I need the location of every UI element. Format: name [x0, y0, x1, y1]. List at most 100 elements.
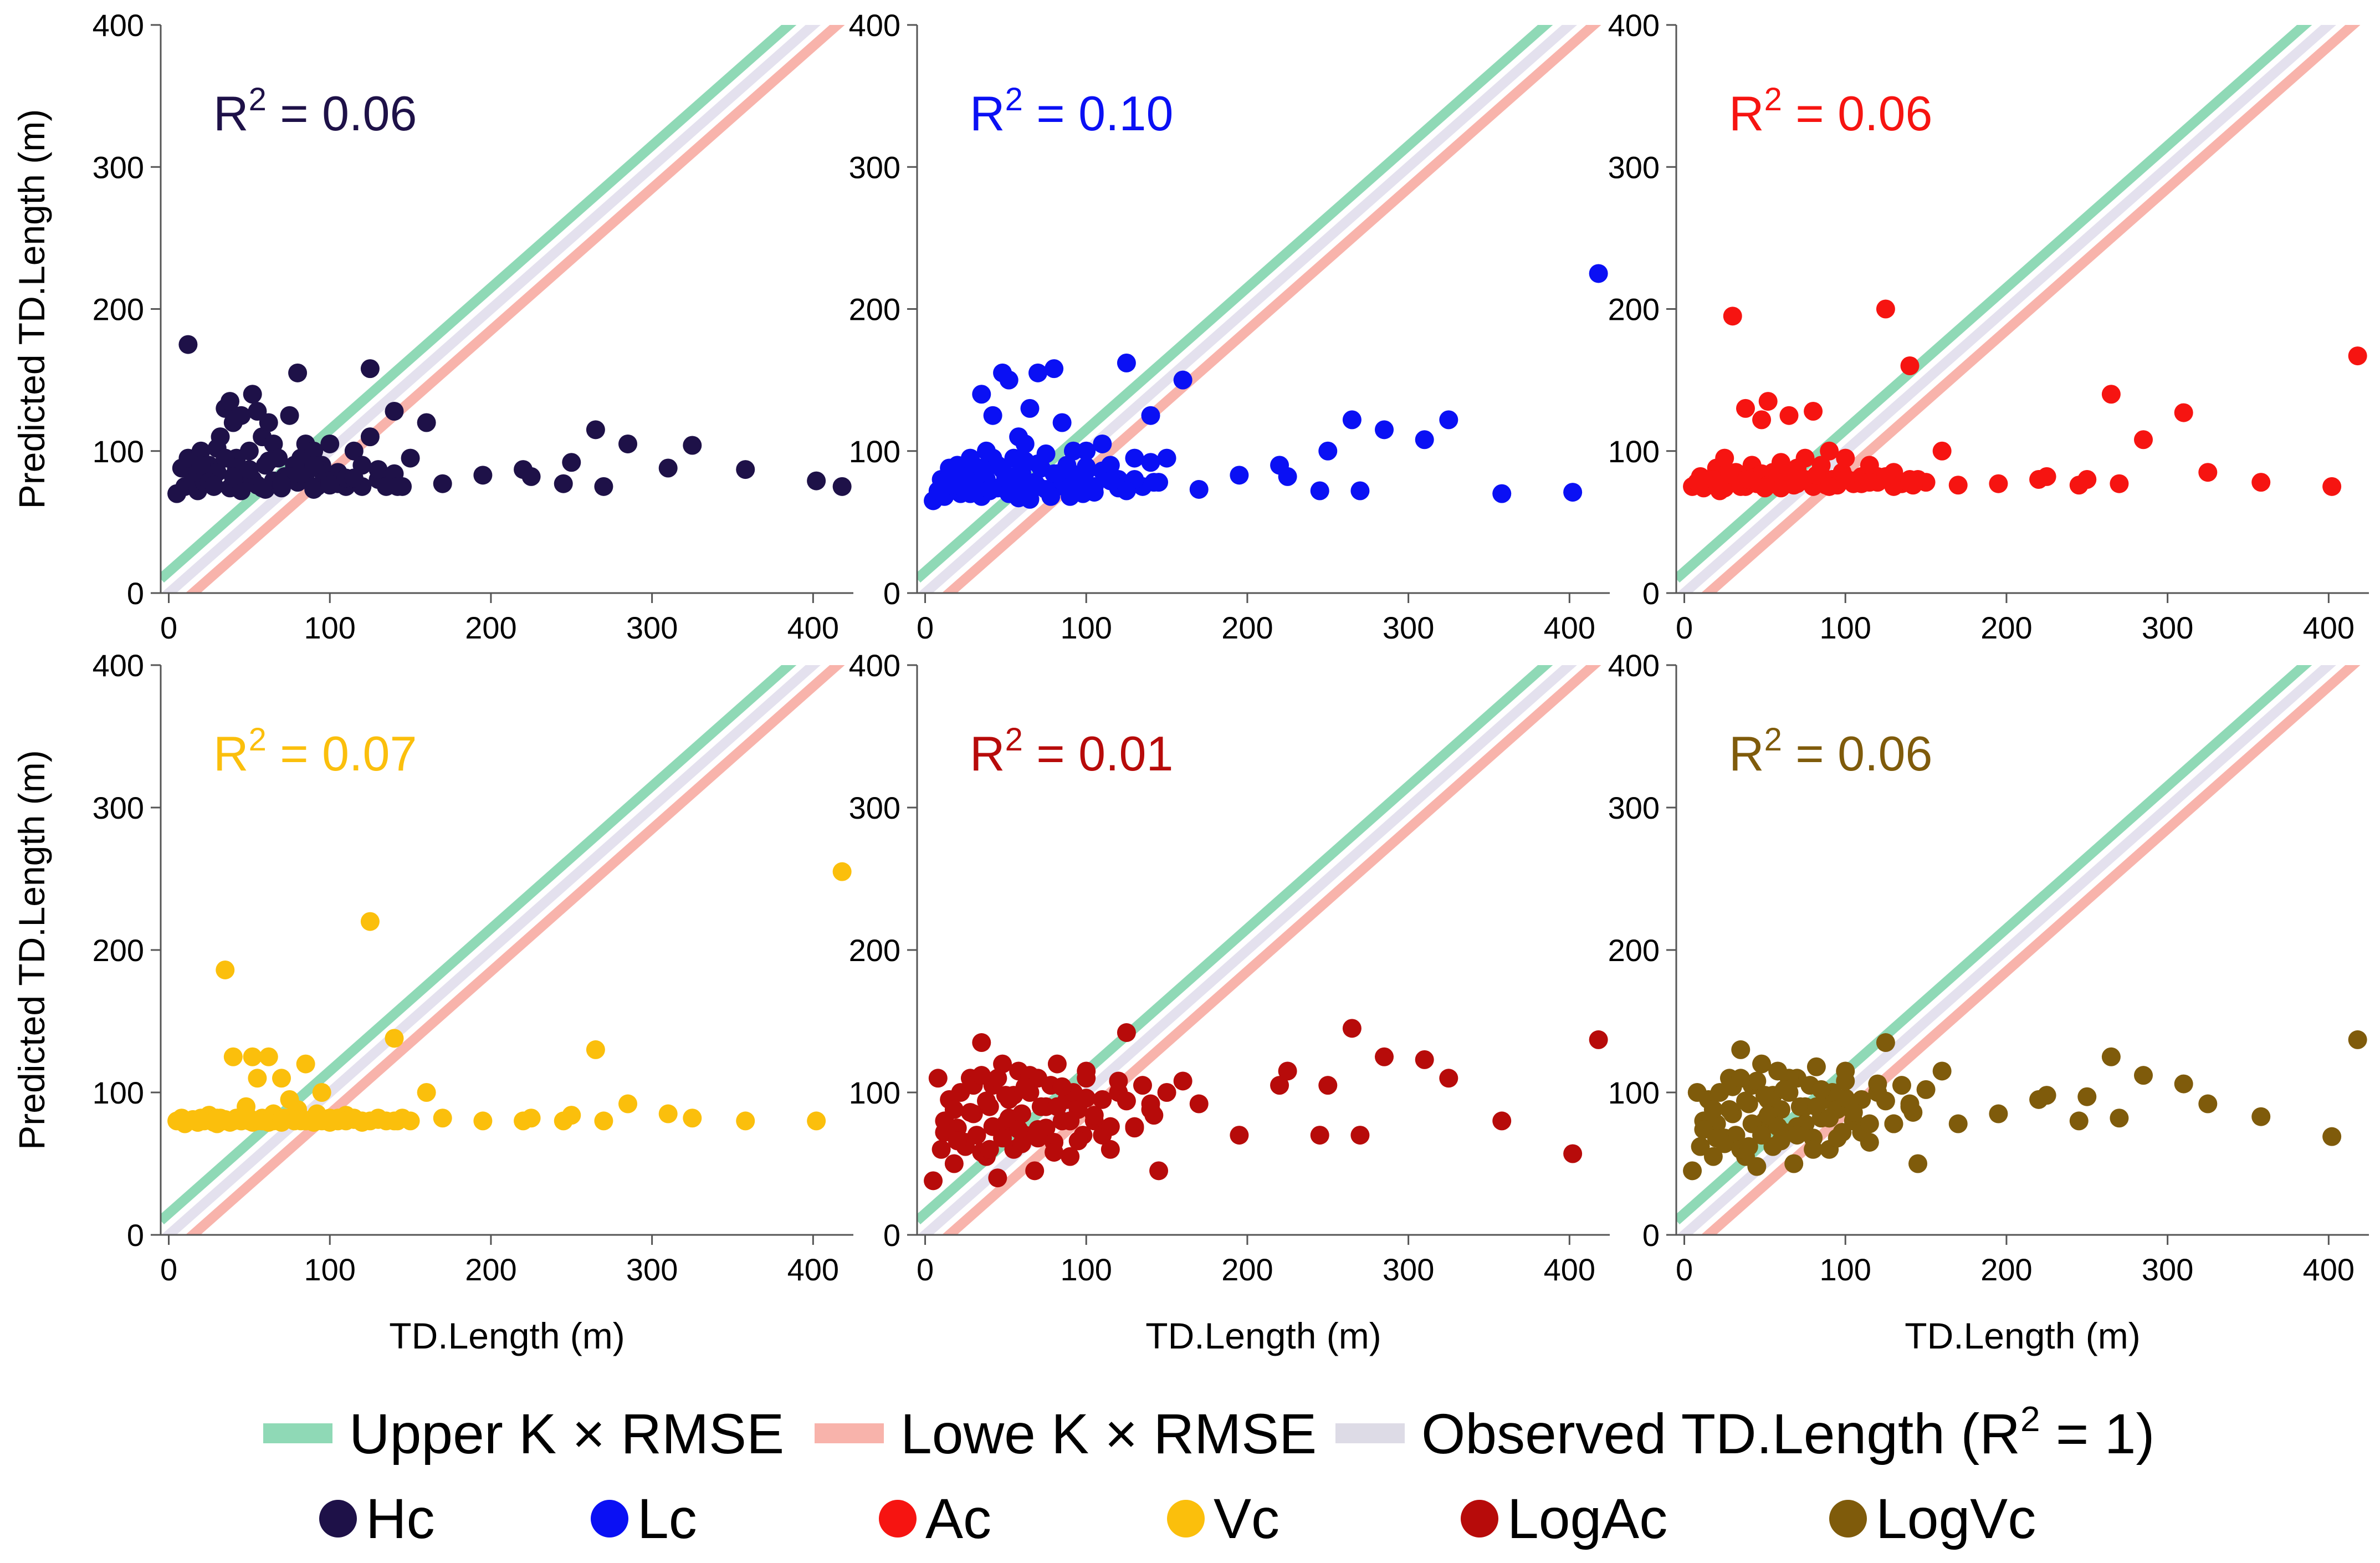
x-tick-label: 0 — [1676, 1252, 1693, 1287]
data-point — [1117, 481, 1136, 500]
data-point — [1084, 483, 1104, 502]
plot-area — [161, 25, 852, 593]
y-tick-label: 0 — [1642, 576, 1660, 611]
data-point — [1061, 484, 1080, 503]
y-tick-label: 100 — [93, 434, 144, 469]
data-point — [1804, 1140, 1823, 1159]
data-point — [944, 1154, 964, 1173]
r-squared-label: R2 = 0.06 — [1729, 81, 1932, 141]
y-tick-label: 400 — [849, 648, 900, 683]
data-point — [1278, 467, 1297, 486]
y-tick-label: 400 — [1608, 648, 1660, 683]
data-point — [2101, 385, 2121, 404]
y-tick-label: 400 — [1608, 8, 1660, 43]
data-point — [1009, 488, 1028, 508]
data-point — [928, 1069, 948, 1088]
data-point — [931, 1140, 951, 1159]
data-point — [562, 1106, 581, 1125]
data-point — [360, 1111, 380, 1131]
y-tick-label: 200 — [93, 933, 144, 968]
data-point — [1752, 1126, 1772, 1145]
data-point — [1125, 1117, 1144, 1136]
data-point — [385, 1029, 404, 1048]
x-tick-label: 0 — [160, 1252, 177, 1287]
data-point — [1068, 1131, 1088, 1151]
data-point — [832, 477, 852, 496]
legend-marker-label: Lc — [637, 1487, 697, 1550]
data-point — [1125, 448, 1144, 468]
data-point — [1101, 1117, 1120, 1136]
data-point — [1012, 1134, 1031, 1153]
panel-hc: 0 100 200 300 400 0 100 200 300 400 Predicted TD.L… — [11, 8, 853, 645]
data-point — [1876, 1033, 1895, 1053]
data-point — [1739, 470, 1758, 489]
data-point — [562, 453, 581, 472]
y-tick-label: 200 — [849, 933, 900, 968]
upper-rmse-line — [1676, 665, 2312, 1225]
data-point — [433, 474, 452, 493]
data-point — [1045, 359, 1064, 379]
x-tick-label: 100 — [304, 610, 356, 645]
data-point — [1739, 1137, 1758, 1156]
data-point — [1795, 448, 1815, 468]
legend-marker-label: LogVc — [1876, 1487, 2036, 1550]
x-tick-label: 400 — [787, 1252, 839, 1287]
data-point — [1375, 1047, 1394, 1066]
data-point — [385, 402, 404, 421]
data-point — [988, 1168, 1007, 1188]
data-point — [2198, 463, 2218, 482]
y-tick-label: 300 — [849, 790, 900, 825]
data-point — [1020, 399, 1040, 418]
data-point — [2322, 477, 2342, 496]
data-point — [1948, 1114, 1968, 1133]
data-point — [1868, 1074, 1887, 1094]
data-point — [1774, 1080, 1794, 1099]
data-point — [1806, 1097, 1826, 1116]
data-point — [1723, 307, 1742, 326]
data-point — [2037, 1086, 2056, 1105]
observed-line — [1676, 25, 2336, 593]
data-point — [221, 392, 239, 411]
data-point — [972, 458, 991, 478]
data-point — [388, 1111, 407, 1131]
data-point — [216, 960, 235, 979]
data-point — [417, 413, 436, 432]
data-point — [1230, 466, 1249, 485]
data-point — [960, 484, 980, 503]
data-point — [807, 471, 826, 491]
x-axis-label: TD.Length (m) — [1145, 1315, 1381, 1356]
x-tick-label: 200 — [1980, 1252, 2032, 1287]
data-point — [1047, 1054, 1067, 1074]
data-point — [272, 1069, 291, 1088]
data-point — [1077, 441, 1096, 461]
data-point — [1736, 1091, 1755, 1111]
data-point — [1747, 1071, 1767, 1091]
plot-area — [1676, 25, 2367, 593]
data-point — [1811, 1080, 1831, 1099]
data-point — [618, 434, 638, 453]
data-point — [344, 468, 364, 488]
legend-marker-label: LogAc — [1507, 1487, 1667, 1550]
data-point — [1109, 1071, 1128, 1091]
legend-marker-swatch — [879, 1500, 917, 1538]
data-point — [1836, 470, 1855, 489]
data-point — [2322, 1127, 2342, 1146]
data-point — [1731, 1040, 1751, 1059]
data-point — [2110, 474, 2129, 493]
x-tick-label: 300 — [626, 1252, 678, 1287]
r-squared-label: R2 = 0.06 — [213, 81, 417, 141]
plot-area — [161, 665, 852, 1235]
data-point — [521, 1109, 541, 1128]
data-point — [2110, 1109, 2129, 1128]
plot-area — [917, 25, 1608, 593]
legend-marker-swatch — [1829, 1500, 1867, 1538]
x-tick-label: 200 — [1980, 610, 2032, 645]
data-point — [1836, 1089, 1855, 1108]
legend-marker-item: Ac — [879, 1487, 991, 1550]
legend-marker-swatch — [591, 1500, 628, 1538]
legend-marker-item: Vc — [1167, 1487, 1279, 1550]
data-point — [1093, 434, 1112, 453]
legend-marker-label: Vc — [1214, 1487, 1279, 1550]
data-point — [1900, 356, 1920, 375]
